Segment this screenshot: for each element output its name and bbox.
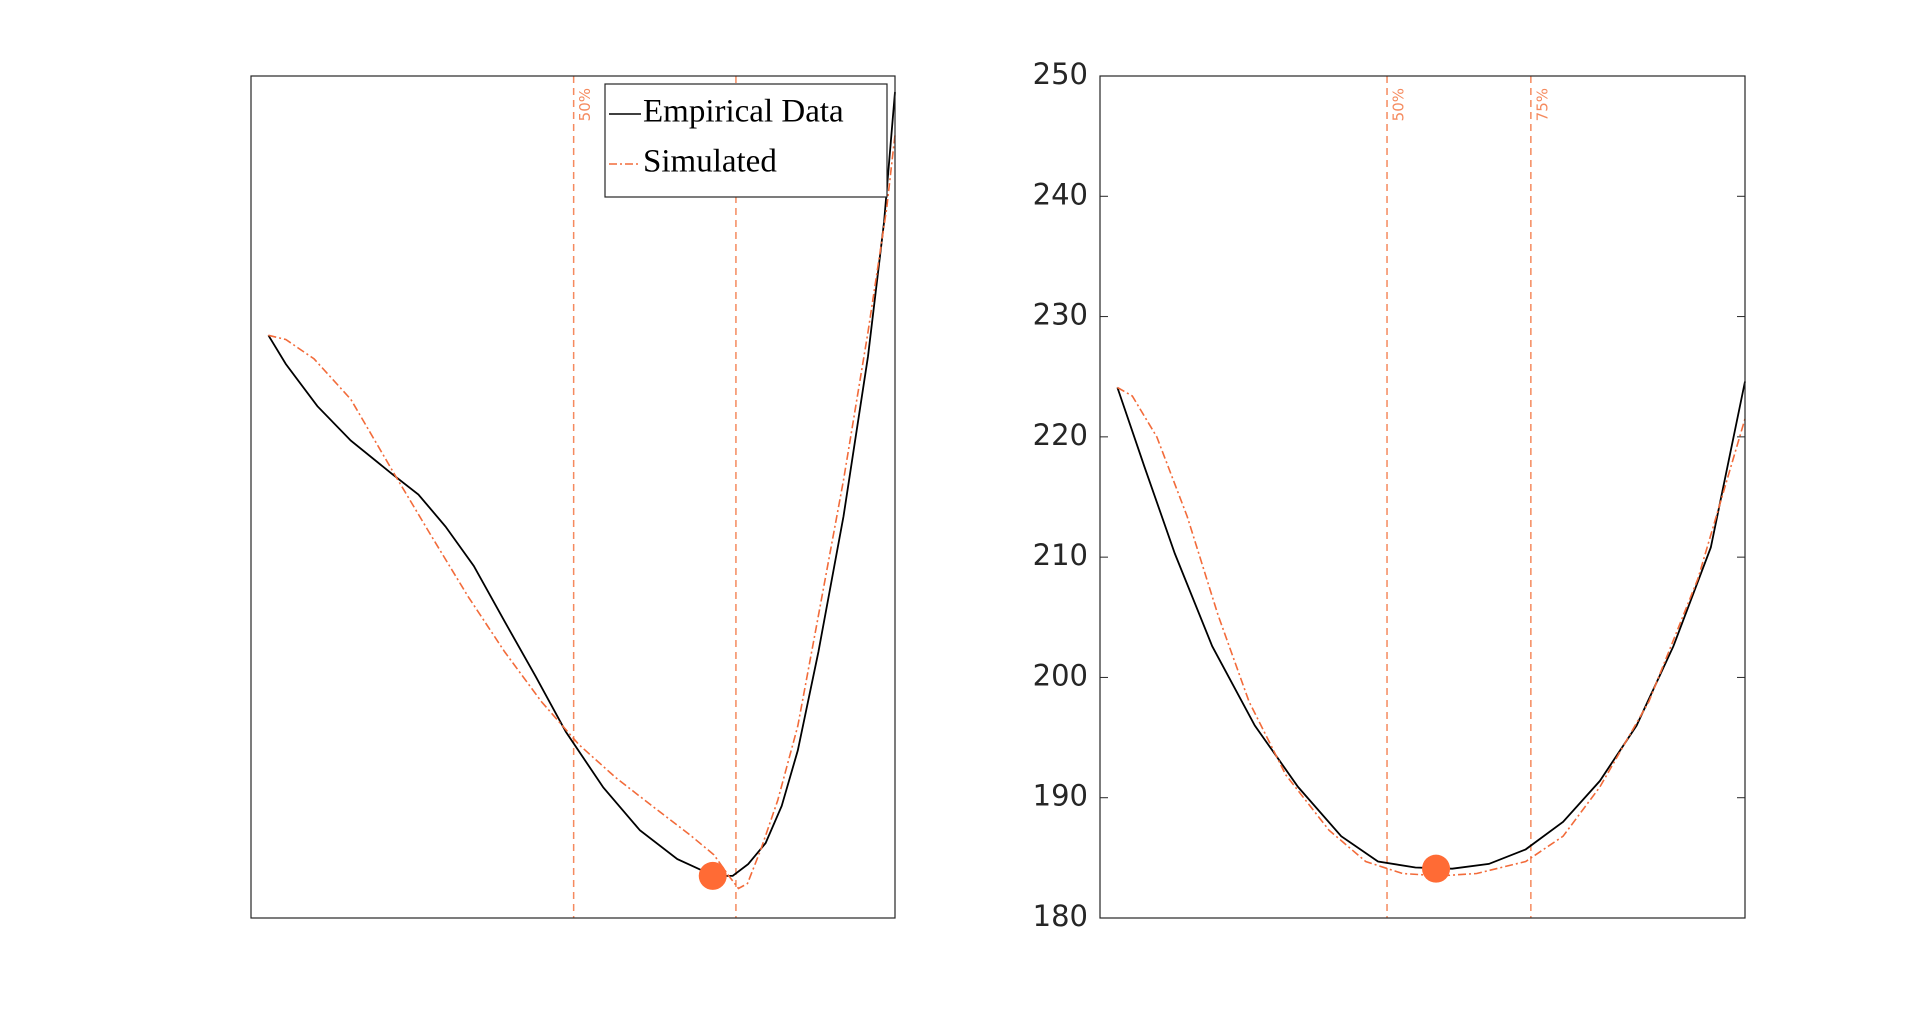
y-tick-label: 230 — [1033, 298, 1088, 332]
axes-panel: 180 190 200 210 220 230 240 250 50% 75% — [1033, 57, 1746, 933]
plot-area — [1100, 76, 1745, 918]
y-tick-label: 210 — [1033, 538, 1088, 572]
reference-label: 75% — [1533, 88, 1551, 121]
reference-label: 50% — [576, 88, 594, 121]
axes-frame — [1099, 75, 1746, 919]
legend-box — [604, 83, 888, 198]
y-tick-label: 200 — [1033, 658, 1088, 692]
series-line — [268, 134, 896, 890]
y-tick-label: 180 — [1033, 899, 1088, 933]
axes-panel: 50%75% — [250, 75, 896, 919]
y-tick-label: 220 — [1033, 418, 1088, 452]
reference-label: 50% — [1390, 88, 1408, 121]
legend: Empirical Data Simulated — [604, 83, 888, 198]
y-tick-label: 190 — [1033, 779, 1088, 813]
legend-label: Empirical Data — [643, 94, 844, 130]
minimum-marker — [698, 861, 727, 890]
series-line — [267, 91, 896, 877]
legend-label: Simulated — [643, 144, 777, 180]
minimum-marker — [1422, 854, 1451, 883]
y-tick-label: 250 — [1033, 57, 1088, 91]
axes-frame — [250, 75, 896, 919]
series-line — [1117, 386, 1746, 877]
y-tick-label: 240 — [1033, 177, 1088, 211]
